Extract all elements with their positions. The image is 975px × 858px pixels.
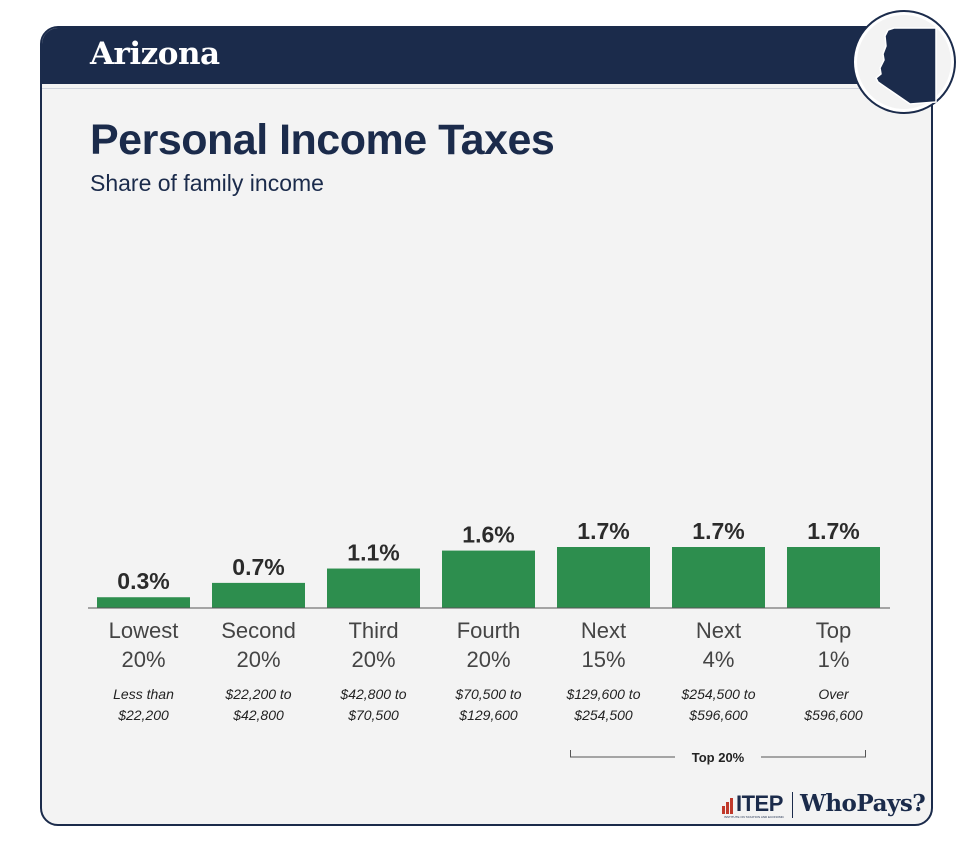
category-label: 20%: [236, 647, 280, 672]
income-range-label: $22,200 to: [224, 686, 291, 702]
bar-value-label: 1.6%: [462, 522, 514, 548]
bar-value-label: 1.7%: [807, 518, 859, 544]
bracket-left: [570, 750, 675, 758]
category-label: Second: [221, 618, 296, 643]
income-range-label: $22,200: [117, 707, 169, 723]
bar-value-label: 1.7%: [577, 518, 629, 544]
income-range-label: $596,600: [688, 707, 748, 723]
income-range-label: $42,800: [232, 707, 284, 723]
whopays-wordmark: WhoPays?: [800, 790, 926, 817]
state-banner: Arizona: [42, 28, 931, 84]
income-range-label: $70,500 to: [454, 686, 521, 702]
category-label: Next: [581, 618, 626, 643]
bar-value-label: 0.3%: [117, 568, 169, 594]
category-label: Next: [696, 618, 741, 643]
bracket-right: [761, 750, 866, 758]
category-label: 4%: [703, 647, 735, 672]
bar-value-label: 1.7%: [692, 518, 744, 544]
itep-subtitle: INSTITUTE ON TAXATION AND ECONOMIC POLIC…: [724, 815, 784, 819]
bar: [212, 582, 305, 608]
category-label: Top: [816, 618, 851, 643]
bar: [672, 547, 765, 608]
bar-value-label: 1.1%: [347, 540, 399, 566]
arizona-map-icon: [875, 27, 937, 105]
income-range-label: Over: [818, 686, 850, 702]
category-label: Lowest: [109, 618, 179, 643]
category-label: 15%: [581, 647, 625, 672]
state-badge: [852, 10, 956, 114]
group-bracket-label: Top 20%: [692, 750, 745, 765]
income-range-label: $254,500 to: [681, 686, 756, 702]
income-range-label: $42,800 to: [339, 686, 406, 702]
category-label: 1%: [818, 647, 850, 672]
bar: [787, 547, 880, 608]
footer-logo: ITEP INSTITUTE ON TAXATION AND ECONOMIC …: [722, 790, 932, 824]
category-label: Fourth: [457, 618, 521, 643]
category-label: 20%: [466, 647, 510, 672]
state-name: Arizona: [90, 36, 220, 72]
itep-logo-icon: [722, 796, 736, 814]
category-label: 20%: [121, 647, 165, 672]
report-card: Arizona: [40, 26, 933, 826]
category-label: 20%: [351, 647, 395, 672]
chart-subtitle: Share of family income: [90, 170, 324, 196]
income-range-label: $254,500: [573, 707, 633, 723]
income-range-label: Less than: [113, 686, 174, 702]
income-range-label: $70,500: [347, 707, 399, 723]
bar: [97, 597, 190, 608]
chart-title: Personal Income Taxes: [90, 116, 555, 164]
itep-wordmark: ITEP: [736, 791, 783, 816]
logo-divider: [792, 792, 793, 818]
income-range-label: $129,600 to: [566, 686, 641, 702]
bar: [327, 568, 420, 608]
bar: [557, 547, 650, 608]
income-range-label: $596,600: [803, 707, 863, 723]
banner-divider: [42, 88, 931, 89]
bar-value-label: 0.7%: [232, 554, 284, 580]
category-label: Third: [348, 618, 398, 643]
bar: [442, 550, 535, 608]
income-range-label: $129,600: [458, 707, 518, 723]
